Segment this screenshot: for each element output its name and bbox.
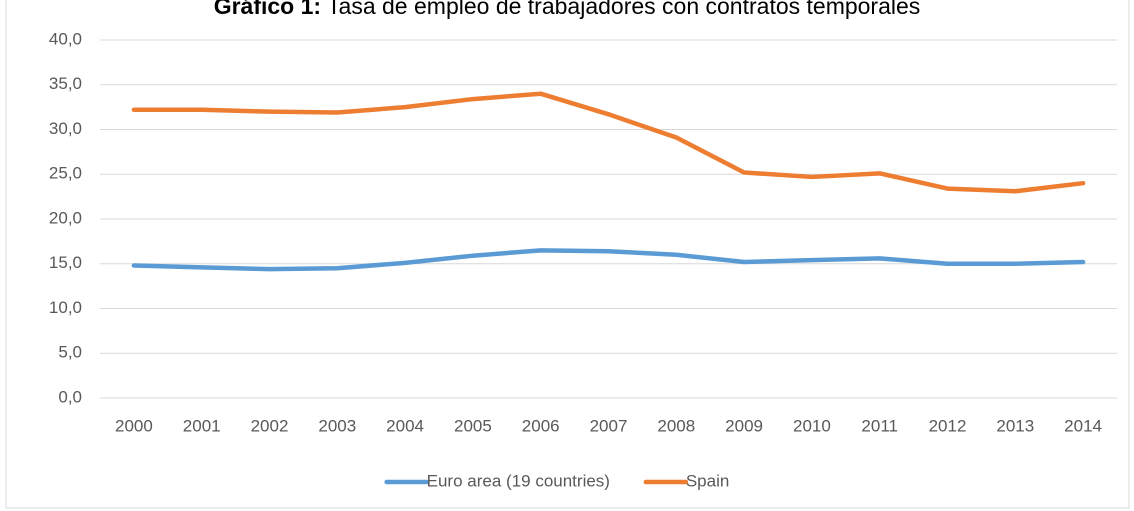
chart-frame	[5, 0, 1130, 509]
x-tick-label: 2006	[522, 416, 560, 435]
x-tick-label: 2012	[929, 416, 967, 435]
y-tick-label: 15,0	[49, 253, 82, 272]
x-tick-label: 2013	[996, 416, 1034, 435]
title-text: Tasa de empleo de trabajadores con contr…	[327, 0, 920, 19]
y-tick-label: 25,0	[49, 164, 82, 183]
x-tick-label: 2010	[793, 416, 831, 435]
series-line	[131, 248, 1086, 272]
x-tick-label: 2007	[590, 416, 628, 435]
x-tick-label: 2003	[318, 416, 356, 435]
y-tick-label: 5,0	[58, 343, 82, 362]
chart-title: Gráfico 1: Tasa de empleo de trabajadore…	[214, 0, 921, 19]
y-tick-label: 30,0	[49, 119, 82, 138]
legend-label: Spain	[686, 471, 729, 490]
y-tick-label: 10,0	[49, 298, 82, 317]
x-tick-label: 2009	[725, 416, 763, 435]
y-tick-label: 20,0	[49, 208, 82, 227]
y-tick-label: 0,0	[58, 387, 82, 406]
series-line	[131, 91, 1086, 194]
x-tick-label: 2005	[454, 416, 492, 435]
x-tick-label: 2000	[115, 416, 153, 435]
x-tick-label: 2002	[251, 416, 289, 435]
title-prefix: Gráfico 1:	[214, 0, 321, 19]
x-tick-label: 2011	[861, 416, 898, 435]
x-tick-label: 2001	[183, 416, 221, 435]
legend-label: Euro area (19 countries)	[427, 471, 610, 490]
y-tick-label: 35,0	[49, 74, 82, 93]
x-tick-label: 2014	[1064, 416, 1102, 435]
y-tick-label: 40,0	[49, 29, 82, 48]
x-tick-label: 2004	[386, 416, 424, 435]
x-tick-label: 2008	[657, 416, 695, 435]
